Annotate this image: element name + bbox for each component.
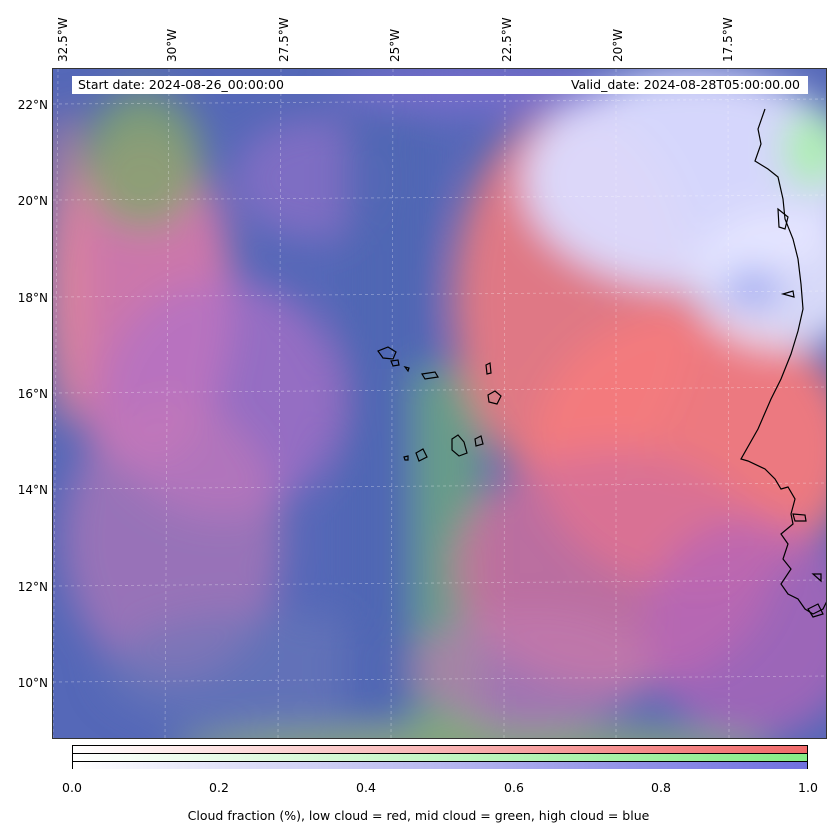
- cloud-field: [53, 69, 826, 738]
- colorbar-low-cloud: [73, 746, 807, 754]
- colorbar-tick: 0.0: [62, 780, 82, 795]
- colorbar-label: Cloud fraction (%), low cloud = red, mid…: [187, 808, 650, 823]
- colorbar-high-cloud: [73, 762, 807, 769]
- colorbar-tick: 1.0: [798, 780, 818, 795]
- lat-label-18n: 18°N: [17, 291, 48, 305]
- lon-label-17-5w: 17.5°W: [721, 17, 735, 62]
- lon-label-25w: 25°W: [388, 28, 402, 62]
- graticule: [53, 69, 826, 738]
- map-svg: [53, 69, 826, 738]
- lon-label-30w: 30°W: [165, 28, 179, 62]
- lon-label-22-5w: 22.5°W: [500, 17, 514, 62]
- lat-label-16n: 16°N: [17, 387, 48, 401]
- lat-label-10n: 10°N: [17, 676, 48, 690]
- colorbar: [72, 745, 808, 769]
- lat-label-20n: 20°N: [17, 194, 48, 208]
- valid-date-text: Valid_date: 2024-08-28T05:00:00.00: [570, 77, 800, 92]
- lon-label-32-5w: 32.5°W: [56, 17, 70, 62]
- lat-label-22n: 22°N: [17, 98, 48, 112]
- colorbar-tick: 0.4: [356, 780, 376, 795]
- lat-label-12n: 12°N: [17, 580, 48, 594]
- lon-label-20w: 20°W: [611, 28, 625, 62]
- african-coastline: [740, 108, 826, 618]
- cabo-verde-islands: [377, 346, 502, 462]
- cloud-fraction-map: [52, 68, 827, 739]
- colorbar-tick: 0.8: [651, 780, 671, 795]
- lon-label-27-5w: 27.5°W: [277, 17, 291, 62]
- colorbar-tick: 0.2: [209, 780, 229, 795]
- colorbar-tick: 0.6: [504, 780, 524, 795]
- lat-label-14n: 14°N: [17, 483, 48, 497]
- date-info-bar: Start date: 2024-08-26_00:00:00 Valid_da…: [72, 76, 808, 94]
- colorbar-mid-cloud: [73, 754, 807, 762]
- start-date-text: Start date: 2024-08-26_00:00:00: [78, 77, 284, 92]
